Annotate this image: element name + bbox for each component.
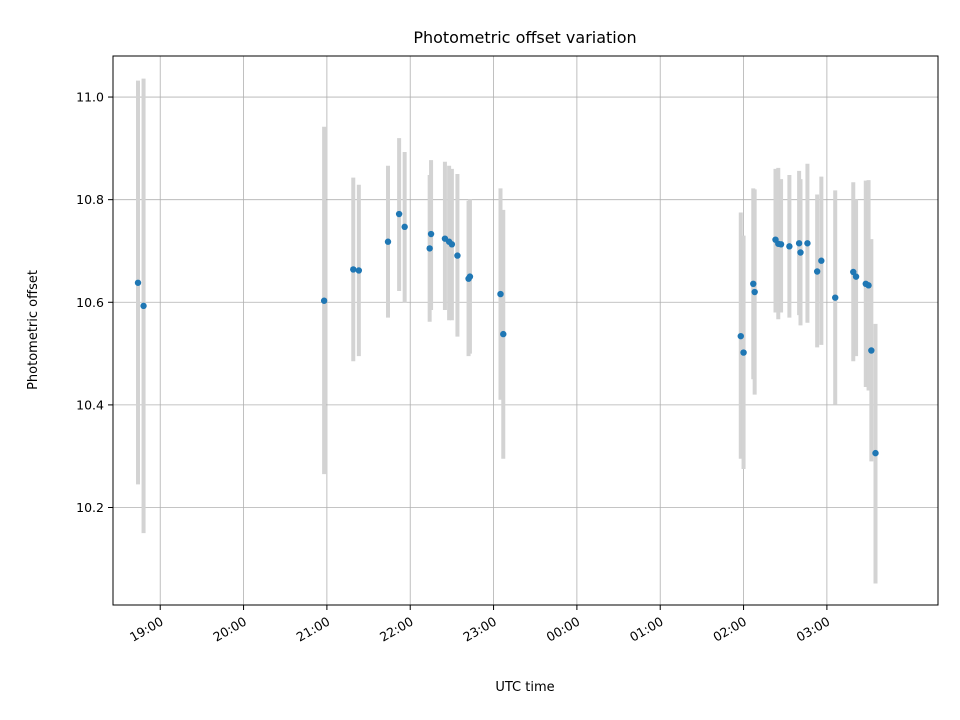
data-point xyxy=(751,288,758,296)
data-point xyxy=(497,290,504,298)
data-point xyxy=(737,332,744,340)
data-point xyxy=(448,241,456,248)
x-tick-label: 19:00 xyxy=(127,614,166,645)
y-tick-label: 10.2 xyxy=(76,500,104,515)
data-point xyxy=(797,249,804,256)
chart-title: Photometric offset variation xyxy=(413,28,636,47)
data-point xyxy=(777,241,785,248)
data-point xyxy=(740,349,747,356)
data-point xyxy=(355,267,363,274)
x-tick-label: 00:00 xyxy=(544,614,583,645)
data-point xyxy=(818,257,825,264)
data-point xyxy=(320,297,328,304)
data-point xyxy=(813,268,821,275)
data-point xyxy=(384,238,392,245)
data-point xyxy=(804,240,811,247)
y-tick-label: 10.4 xyxy=(76,397,104,412)
y-tick-label: 10.6 xyxy=(76,295,104,310)
data-point xyxy=(850,268,857,276)
x-tick-label: 23:00 xyxy=(460,614,499,645)
data-point xyxy=(852,273,860,280)
x-axis-label: UTC time xyxy=(495,680,554,695)
plot-frame xyxy=(112,55,939,606)
grid-lines xyxy=(113,56,938,605)
data-point xyxy=(401,223,408,231)
data-point xyxy=(500,330,507,338)
data-point xyxy=(134,279,142,286)
data-point xyxy=(426,245,433,252)
x-tick-label: 21:00 xyxy=(294,614,333,645)
x-tick-label: 02:00 xyxy=(710,614,749,645)
data-point xyxy=(868,347,875,354)
data-point xyxy=(140,302,147,310)
y-axis-ticks: 10.2 10.4 10.6 10.8 11.0 xyxy=(76,90,113,515)
data-point xyxy=(872,449,879,457)
y-axis-label: Photometric offset xyxy=(26,270,41,390)
x-tick-label: 03:00 xyxy=(794,614,833,645)
x-tick-label: 01:00 xyxy=(627,614,666,645)
data-point xyxy=(395,210,403,218)
data-point xyxy=(454,252,461,259)
data-point xyxy=(786,243,793,250)
y-tick-label: 10.8 xyxy=(76,192,104,207)
data-point xyxy=(427,230,435,238)
data-point xyxy=(466,273,474,280)
x-tick-label: 22:00 xyxy=(377,614,416,645)
data-point xyxy=(865,282,872,289)
data-point xyxy=(750,280,757,288)
data-point xyxy=(795,240,803,247)
y-tick-label: 11.0 xyxy=(76,90,104,105)
x-tick-label: 20:00 xyxy=(210,614,249,645)
data-point xyxy=(350,266,357,273)
x-axis-ticks: 19:00 20:00 21:00 22:00 23:00 00:00 01:00 02:00… xyxy=(127,605,832,645)
data-point xyxy=(832,294,839,301)
data-points xyxy=(134,210,879,457)
